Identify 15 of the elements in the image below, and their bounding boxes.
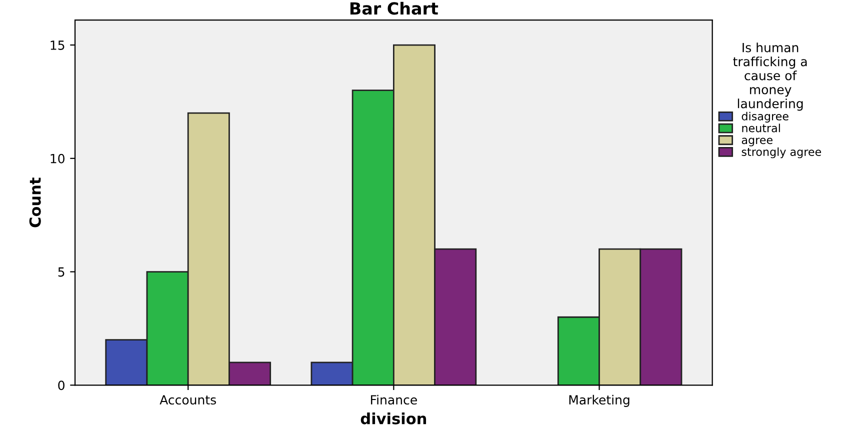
legend-title: Is human trafficking a cause of money laundering <box>733 42 807 111</box>
x-tick-label: Finance <box>370 394 417 405</box>
x-axis-title: division <box>360 412 426 424</box>
y-tick-label: 15 <box>50 40 64 50</box>
legend-label: neutral <box>742 124 780 132</box>
y-tick-label: 10 <box>50 154 64 164</box>
x-tick-label: Accounts <box>160 395 216 405</box>
y-tick-label: 5 <box>58 267 64 277</box>
y-tick-label: 0 <box>58 380 64 390</box>
y-axis-title: Count <box>29 178 41 228</box>
legend-label: strongly agree <box>742 147 822 158</box>
legend-label: agree <box>742 138 772 146</box>
chart-title: Bar Chart <box>350 2 438 15</box>
x-tick-label: Marketing <box>569 394 630 407</box>
legend-label: disagree <box>742 112 788 123</box>
